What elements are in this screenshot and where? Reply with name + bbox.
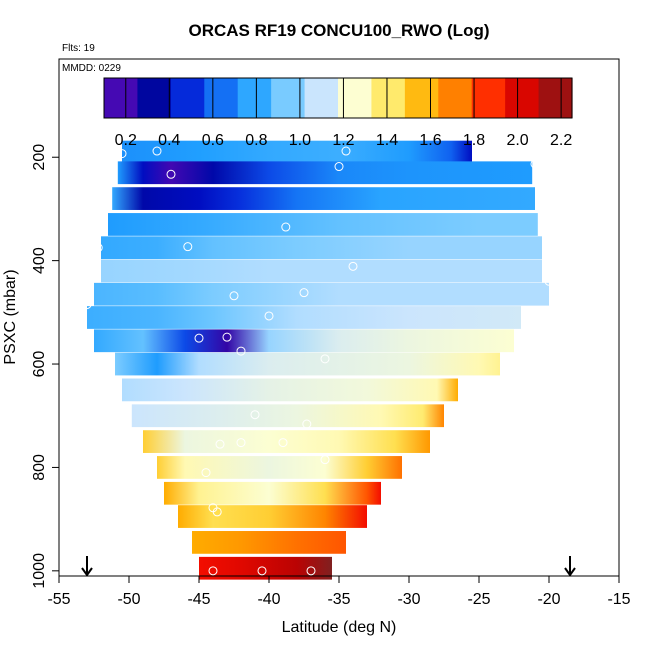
flight-point-marker xyxy=(348,261,358,271)
flight-point-marker xyxy=(212,507,222,517)
arrow-layer xyxy=(81,556,576,577)
heat-band xyxy=(157,456,402,479)
colorbar-segment xyxy=(471,78,506,118)
flight-point-marker xyxy=(257,566,267,576)
colorbar-tick-label: 2.0 xyxy=(506,132,528,149)
flight-point-marker xyxy=(236,438,246,448)
x-tick-label: -35 xyxy=(327,591,350,608)
colorbar-segment xyxy=(137,78,172,118)
flight-point-marker xyxy=(215,439,225,449)
y-tick-label: 800 xyxy=(31,454,48,481)
flight-point-marker xyxy=(93,243,103,253)
heat-band xyxy=(108,213,538,236)
colorbar-tick-label: 1.4 xyxy=(376,132,398,149)
x-tick-label: -20 xyxy=(537,591,560,608)
flight-point-marker xyxy=(299,288,309,298)
flight-point-marker xyxy=(152,146,162,156)
x-axis: -55 -50 -45 -40 -35 -30 -25 -20 -15 xyxy=(47,576,631,608)
colorbar-tick-label: 1.6 xyxy=(419,132,441,149)
colorbar-segment xyxy=(237,78,272,118)
flight-point-marker xyxy=(278,438,288,448)
latitude-arrow-icon xyxy=(564,556,576,577)
x-axis-label: Latitude (deg N) xyxy=(282,619,397,636)
flight-point-marker xyxy=(222,332,232,342)
flight-point-marker xyxy=(302,419,312,429)
flight-point-marker xyxy=(320,354,330,364)
x-tick-label: -30 xyxy=(397,591,420,608)
heat-band xyxy=(117,161,533,185)
flight-point-marker xyxy=(183,242,193,252)
flight-point-marker xyxy=(236,346,246,356)
heat-band xyxy=(122,378,458,402)
colorbar-segment xyxy=(204,78,239,118)
flight-point-marker xyxy=(530,159,540,169)
colorbar-tick-label: 1.2 xyxy=(332,132,354,149)
flight-point-marker xyxy=(544,276,554,286)
y-tick-label: 1000 xyxy=(31,553,48,589)
colorbar-segment xyxy=(170,78,205,118)
heat-band xyxy=(112,187,535,210)
x-tick-label: -15 xyxy=(607,591,630,608)
colorbar-tick-label: 0.8 xyxy=(245,132,267,149)
flight-point-marker xyxy=(334,162,344,172)
marker-layer xyxy=(82,146,554,576)
colorbar-segment xyxy=(505,78,540,118)
flight-point-marker xyxy=(117,149,127,159)
colorbar-tick-label: 0.6 xyxy=(202,132,224,149)
heat-band xyxy=(122,140,472,164)
flight-point-marker xyxy=(229,291,239,301)
colorbar-segment xyxy=(538,78,573,118)
chart-title: ORCAS RF19 CONCU100_RWO (Log) xyxy=(189,21,490,40)
flight-point-marker xyxy=(320,455,330,465)
flight-point-marker xyxy=(306,566,316,576)
colorbar-tick-label: 2.2 xyxy=(550,132,572,149)
heat-band xyxy=(87,306,521,329)
y-axis-label: PSXC (mbar) xyxy=(2,269,19,364)
heat-band xyxy=(94,329,514,353)
y-tick-label: 400 xyxy=(31,247,48,274)
flight-point-marker xyxy=(250,410,260,420)
heat-band xyxy=(94,282,549,306)
heat-band xyxy=(131,404,445,428)
flights-note: Flts: 19 xyxy=(62,43,95,54)
flight-point-marker xyxy=(341,146,351,156)
colorbar-segment xyxy=(371,78,406,118)
flight-point-marker xyxy=(82,300,92,310)
x-tick-label: -25 xyxy=(467,591,490,608)
colorbar-segment xyxy=(404,78,439,118)
flight-point-marker xyxy=(208,566,218,576)
heat-band xyxy=(101,259,542,283)
flight-point-marker xyxy=(281,222,291,232)
date-note: MMDD: 0229 xyxy=(62,63,121,74)
heat-band xyxy=(178,505,367,528)
x-tick-label: -40 xyxy=(257,591,280,608)
colorbar-tick-label: 0.2 xyxy=(115,132,137,149)
colorbar: 0.2 0.4 0.6 0.8 1.0 1.2 1.4 1.6 1.8 2.0 2.2 xyxy=(103,77,573,149)
heat-band xyxy=(101,236,542,260)
colorbar-tick-label: 0.4 xyxy=(158,132,180,149)
heat-band xyxy=(164,481,381,505)
colorbar-segment xyxy=(304,78,339,118)
heat-band xyxy=(192,531,346,554)
y-axis: 200 400 600 800 1000 xyxy=(31,144,59,589)
y-tick-label: 600 xyxy=(31,351,48,378)
x-tick-label: -50 xyxy=(117,591,140,608)
colorbar-tick-label: 1.8 xyxy=(463,132,485,149)
flight-point-marker xyxy=(264,311,274,321)
flight-point-marker xyxy=(166,169,176,179)
colorbar-segment xyxy=(104,78,139,118)
flight-point-marker xyxy=(201,468,211,478)
heatmap-layer xyxy=(87,140,549,580)
colorbar-segment xyxy=(438,78,473,118)
flight-point-marker xyxy=(194,333,204,343)
y-tick-label: 200 xyxy=(31,144,48,171)
heat-band xyxy=(115,352,500,376)
x-tick-label: -45 xyxy=(187,591,210,608)
x-tick-label: -55 xyxy=(47,591,70,608)
colorbar-tick-label: 1.0 xyxy=(289,132,311,149)
latitude-arrow-icon xyxy=(81,556,93,577)
